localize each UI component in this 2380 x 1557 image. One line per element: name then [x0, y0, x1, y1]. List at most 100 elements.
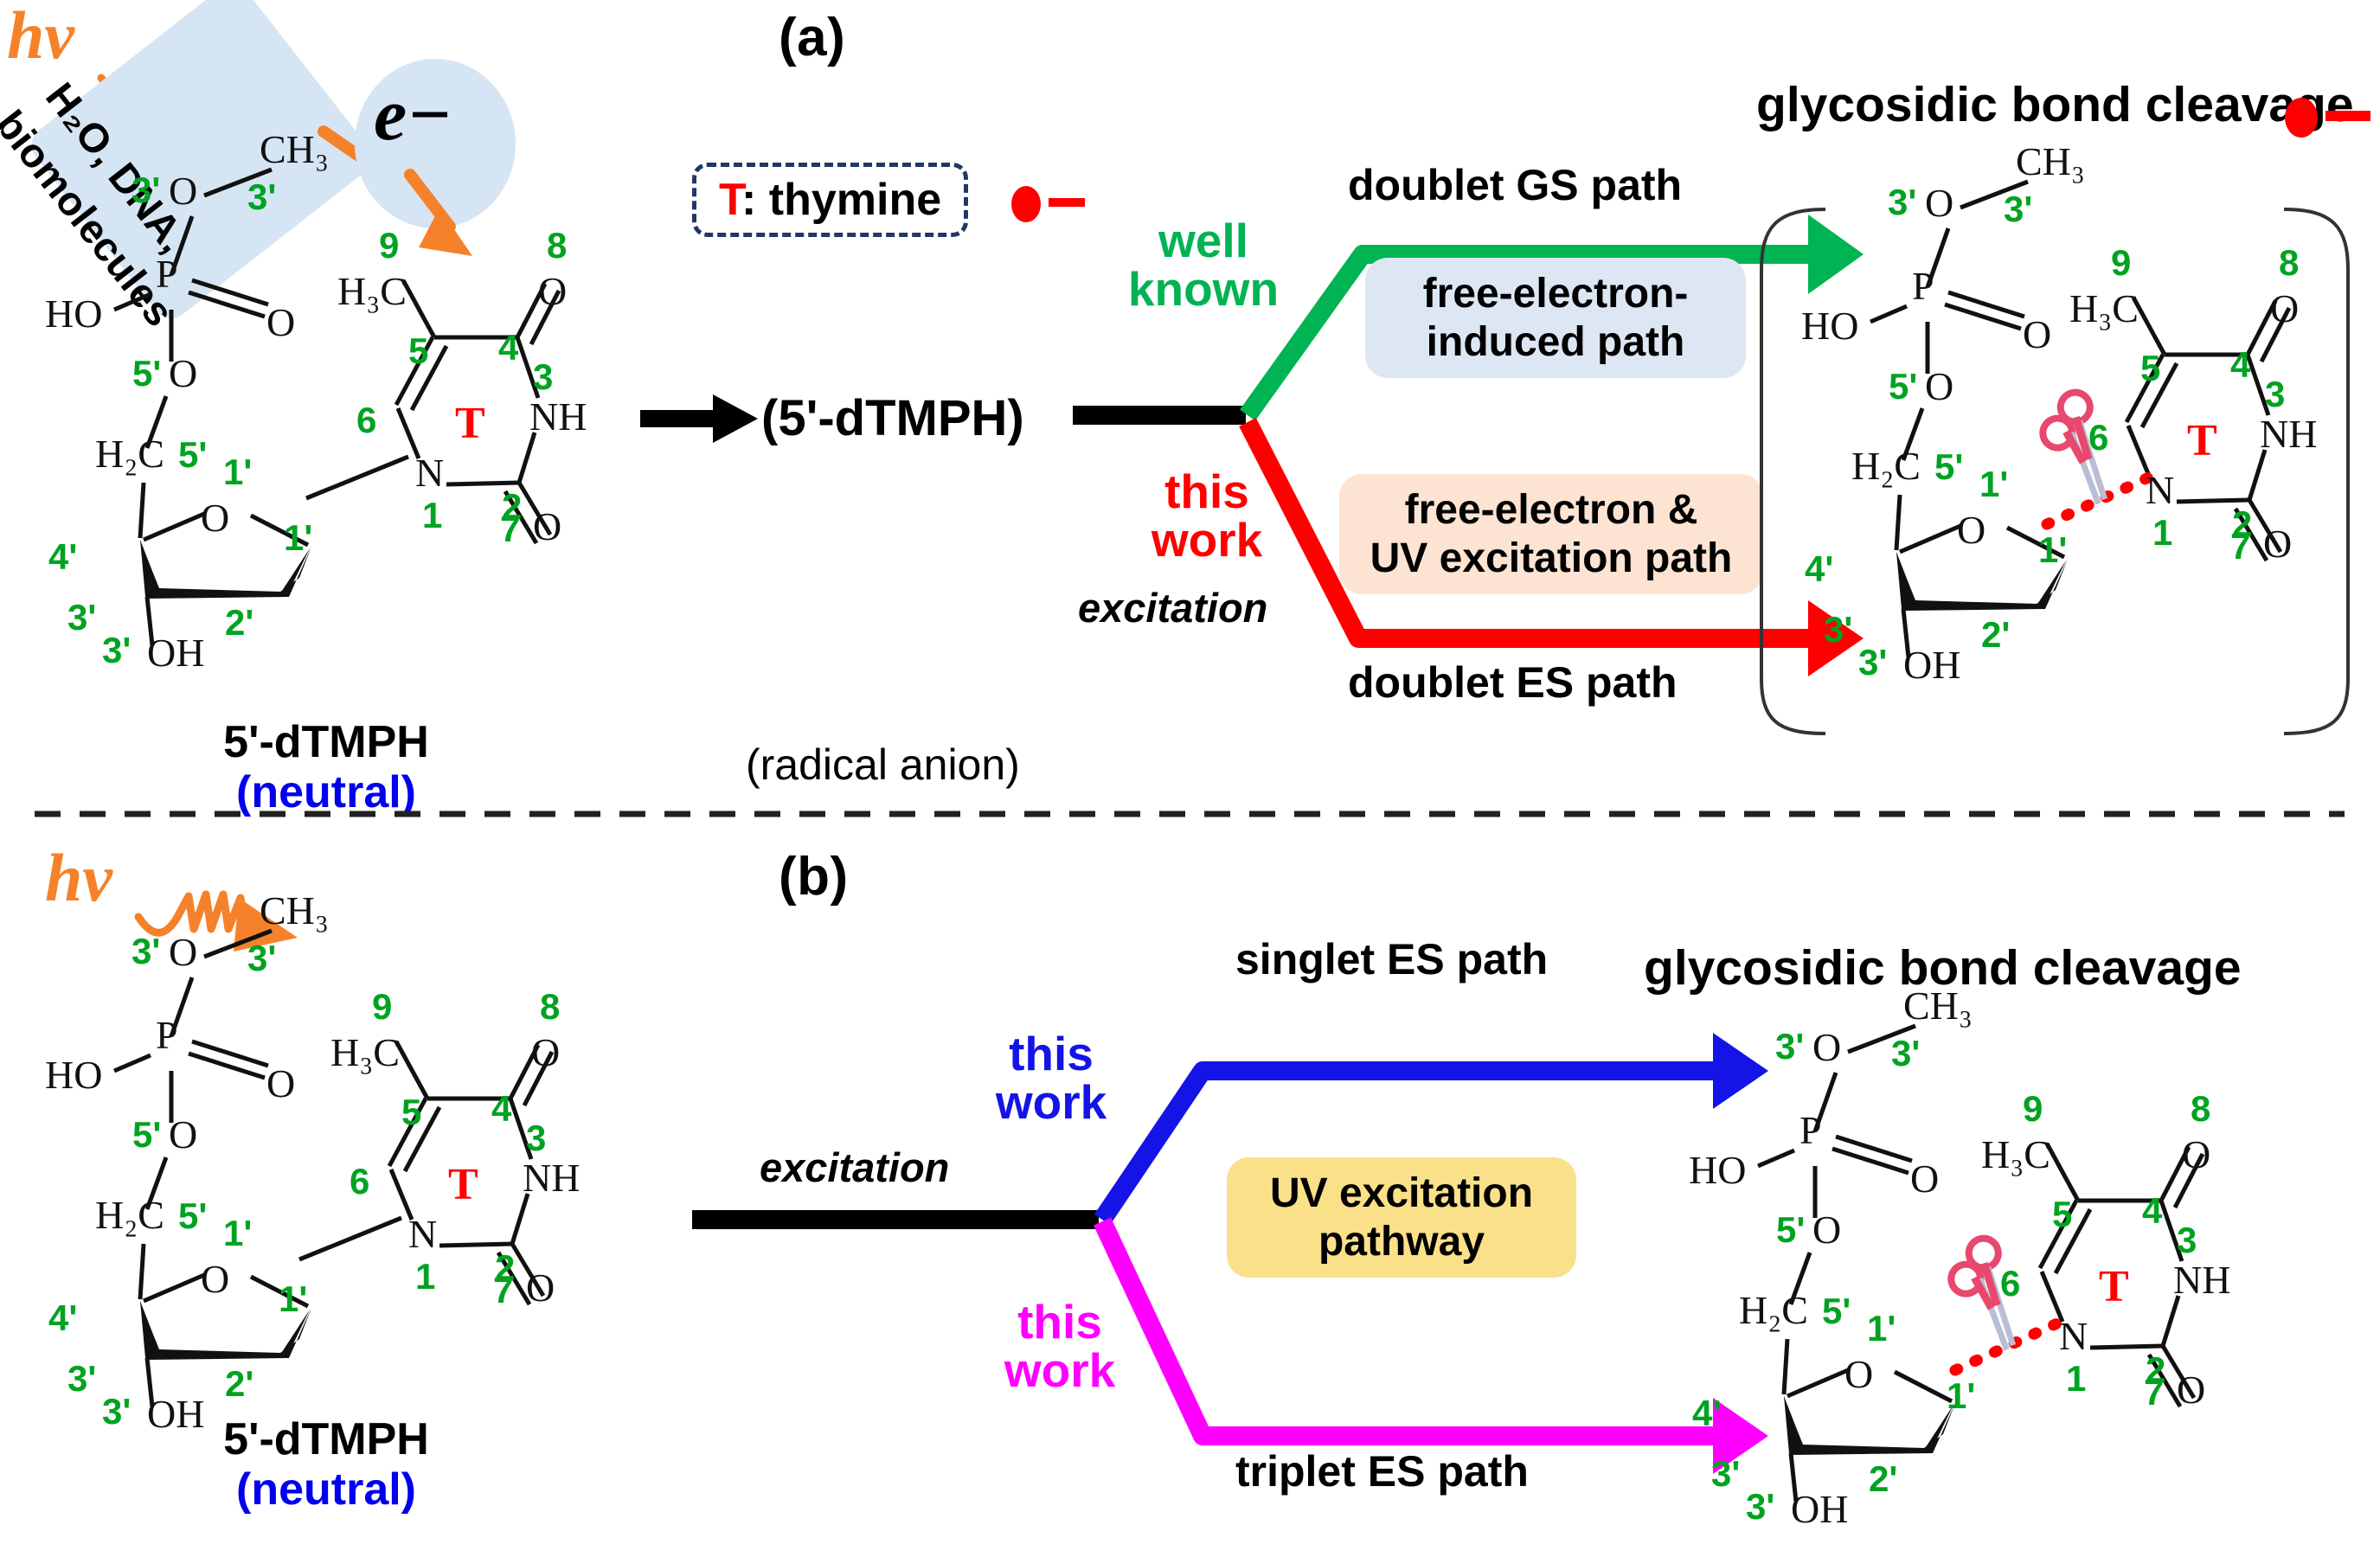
num-5: 5: [408, 330, 429, 371]
panel-a-product-molecule: CH₃ O P HO O O H₂C O OH H₃C O NH N O T 3…: [1801, 139, 2370, 727]
num-5prime-o: 5': [1889, 366, 1918, 407]
panel-a-doublet-gs-arrow[interactable]: [1237, 183, 1864, 434]
num-7: 7: [500, 509, 521, 549]
panel-b-triplet-es-arrow[interactable]: [1092, 1211, 1768, 1474]
panel-a-branch-stem: [1073, 406, 1246, 425]
atom-o8: O: [538, 269, 568, 313]
atom-o-ring: O: [201, 496, 230, 540]
num-4prime: 4': [48, 536, 78, 577]
num-1: 1: [422, 495, 443, 535]
thymine-marker: T: [2099, 1262, 2129, 1311]
panel-a-doublet-es-arrow[interactable]: [1237, 407, 1864, 676]
panel-b-product-molecule: CH₃ O P HO O O H₂C O OH H₃C O NH N O T 3…: [1689, 984, 2301, 1531]
panel-b-lower-path-label: triplet ES path: [1235, 1447, 1529, 1496]
num-3prime-oh: 3': [1746, 1486, 1775, 1527]
num-2prime: 2': [225, 1363, 254, 1404]
num-6: 6: [350, 1161, 370, 1201]
atom-n1: N: [2059, 1314, 2088, 1358]
atom-oh: OH: [1791, 1487, 1849, 1531]
num-5prime-o: 5': [132, 353, 162, 394]
atom-ho: HO: [1689, 1148, 1747, 1192]
num-8: 8: [540, 986, 561, 1027]
atom-p: P: [1799, 1108, 1822, 1152]
atom-h2c: H₂C: [95, 432, 164, 476]
thymine-marker: T: [2187, 416, 2217, 465]
atom-n3h: NH: [529, 394, 587, 439]
free-electron-symbol: e−: [374, 73, 452, 156]
atom-n3h: NH: [2173, 1258, 2231, 1302]
atom-h3c: H₃C: [1981, 1132, 2050, 1176]
num-9: 9: [2023, 1088, 2043, 1129]
num-1: 1: [2066, 1358, 2087, 1399]
atom-h3c: H₃C: [330, 1030, 400, 1074]
atom-ch3: CH₃: [260, 888, 329, 932]
num-3: 3: [526, 1118, 547, 1158]
cleaved-glycosidic-bond: [2041, 470, 2159, 530]
panel-b-lower-branch-note: this work: [1004, 1295, 1116, 1398]
num-3prime-oh: 3': [102, 1391, 132, 1432]
num-3prime-oh: 3': [1858, 642, 1888, 682]
atom-o8: O: [2182, 1132, 2211, 1176]
num-4: 4: [2142, 1190, 2163, 1231]
panel-b-branch-stem: [692, 1210, 1099, 1229]
num-5prime-c: 5': [178, 434, 208, 475]
atom-p: P: [156, 1013, 178, 1057]
atom-ho: HO: [45, 1053, 103, 1097]
num-2prime: 2': [225, 602, 254, 643]
atom-o5prime: O: [1925, 364, 1954, 408]
num-2: 2: [2146, 1349, 2166, 1390]
num-3prime: 3': [247, 938, 277, 978]
atom-o5prime: O: [169, 1112, 198, 1157]
num-3prime: 3': [247, 176, 277, 217]
num-1: 1: [2152, 512, 2173, 553]
num-3prime-o: 3': [132, 931, 161, 971]
panel-a-upper-path-label: doublet GS path: [1348, 161, 1683, 209]
panel-a-species-state: (radical anion): [746, 740, 1020, 789]
panel-b-callout: UV excitation pathway: [1227, 1157, 1576, 1278]
atom-o7: O: [526, 1265, 555, 1310]
panel-a-lower-branch-note: this work: [1151, 465, 1263, 567]
legend-text: : thymine: [741, 175, 942, 225]
num-1prime-c: 1': [1947, 1375, 1976, 1416]
num-5: 5: [401, 1092, 422, 1132]
num-8: 8: [547, 225, 568, 266]
panel-a-reactant-state: (neutral): [236, 767, 416, 817]
num-5prime-o: 5': [1776, 1209, 1806, 1250]
num-3prime-ring: 3': [1824, 609, 1853, 650]
scissors-icon: [2039, 388, 2108, 505]
panel-b-singlet-es-arrow[interactable]: [1092, 996, 1768, 1239]
legend-t-symbol: T: [719, 175, 741, 225]
atom-n3h: NH: [523, 1156, 581, 1200]
thymine-marker: T: [448, 1160, 478, 1209]
panel-a-reactant-molecule: CH₃ O P HO O O H₂C O OH H₃C O NH N O T 3…: [45, 127, 658, 692]
atom-n1: N: [415, 451, 445, 495]
panel-a-product-radical-anion-icon: [2285, 98, 2370, 138]
num-9: 9: [2111, 242, 2132, 283]
num-1prime-c: 1': [284, 517, 313, 558]
atom-o8: O: [2270, 286, 2300, 330]
num-6: 6: [356, 400, 377, 440]
atom-ch3: CH₃: [260, 127, 329, 171]
num-6: 6: [2000, 1263, 2021, 1304]
atom-o-double: O: [2023, 312, 2052, 356]
panel-b-label: (b): [779, 847, 849, 907]
num-1prime-o: 1': [223, 452, 253, 492]
atom-o7: O: [2177, 1368, 2206, 1412]
atom-o7: O: [533, 504, 562, 548]
num-3prime-o: 3': [1888, 182, 1917, 222]
num-3prime: 3': [2004, 189, 2033, 229]
radical-anion-marker-icon: [1011, 186, 1085, 222]
atom-o3prime: O: [169, 930, 198, 974]
num-3: 3: [2177, 1220, 2197, 1260]
panel-b-product-title: glycosidic bond cleavage: [1644, 940, 2242, 996]
atom-p: P: [1912, 264, 1934, 308]
num-4: 4: [491, 1088, 512, 1129]
atom-h2c: H₂C: [1739, 1288, 1808, 1332]
num-3prime-oh: 3': [102, 630, 132, 670]
atom-o-ring: O: [1844, 1352, 1874, 1396]
panel-b-reactant-molecule: CH₃ O P HO O O H₂C O OH H₃C O NH N O T 3…: [45, 888, 658, 1462]
num-7: 7: [2230, 526, 2251, 567]
panel-a-lower-path-label: doublet ES path: [1348, 658, 1678, 707]
num-1: 1: [415, 1256, 436, 1297]
num-8: 8: [2191, 1088, 2211, 1129]
